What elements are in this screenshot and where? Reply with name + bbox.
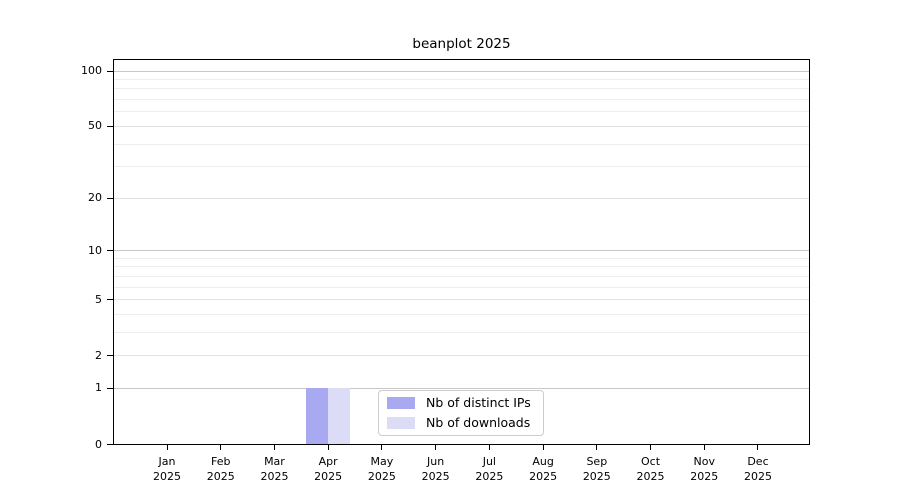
x-tick-month: Apr: [318, 455, 338, 468]
x-tick-label: Nov 2025: [678, 454, 730, 484]
x-tick-month: Jul: [482, 455, 496, 468]
x-tick-label: Mar 2025: [248, 454, 300, 484]
x-tick-mark: [220, 445, 222, 450]
y-tick-mark: [107, 387, 113, 389]
y-tick-label: 10: [88, 243, 102, 257]
y-tick-label: 5: [95, 292, 102, 306]
chart-title: beanplot 2025: [412, 36, 511, 52]
decade-gridline: [114, 387, 809, 389]
x-tick-month: May: [370, 455, 394, 468]
y-tick-label: 1: [95, 381, 102, 395]
x-tick-month: Jan: [158, 455, 176, 468]
minor-gridline: [114, 111, 809, 113]
x-tick-month: Mar: [264, 455, 285, 468]
x-tick-year: 2025: [206, 470, 235, 483]
x-tick-month: Oct: [641, 455, 661, 468]
x-tick-label: Aug 2025: [517, 454, 569, 484]
x-tick-month: Nov: [693, 455, 715, 468]
minor-gridline: [114, 166, 809, 168]
y-tick-mark: [107, 250, 113, 251]
y-tick-mark: [107, 299, 113, 301]
x-tick-year: 2025: [475, 470, 504, 483]
x-tick-mark: [435, 445, 437, 450]
y-tick-label: 0: [95, 437, 102, 451]
x-tick-label: Feb 2025: [195, 454, 247, 484]
y-tick-mark: [107, 197, 113, 199]
y-tick-mark: [107, 70, 113, 72]
x-tick-year: 2025: [582, 470, 611, 483]
minor-gridline: [114, 99, 809, 101]
x-tick-year: 2025: [367, 470, 396, 483]
x-tick-month: Sep: [586, 455, 608, 468]
minor-gridline: [114, 331, 809, 333]
x-tick-year: 2025: [690, 470, 719, 483]
y-tick-label: 50: [88, 119, 102, 133]
major-gridline: [114, 299, 809, 301]
y-tick-mark: [107, 444, 113, 445]
y-tick-mark: [107, 355, 113, 357]
bar-downloads: [328, 388, 351, 445]
x-tick-year: 2025: [314, 470, 343, 483]
bar-distinct-ips: [306, 388, 329, 445]
minor-gridline: [114, 88, 809, 90]
x-tick-mark: [488, 445, 490, 450]
y-tick-label: 100: [81, 64, 102, 78]
x-tick-year: 2025: [636, 470, 665, 483]
legend-swatch-downloads-icon: [387, 416, 415, 429]
x-tick-month: Aug: [532, 455, 554, 468]
x-tick-label: Jul 2025: [463, 454, 515, 484]
legend-label-downloads: Nb of downloads: [426, 414, 531, 430]
y-tick-mark: [107, 125, 113, 127]
major-gridline: [114, 197, 809, 199]
decade-gridline: [114, 250, 809, 251]
decade-gridline: [114, 70, 809, 72]
x-tick-month: Jun: [427, 455, 445, 468]
legend-label-distinct-ips: Nb of distinct IPs: [426, 395, 531, 411]
x-tick-label: Apr 2025: [302, 454, 354, 484]
x-tick-mark: [381, 445, 383, 450]
x-tick-label: Oct 2025: [625, 454, 677, 484]
minor-gridline: [114, 266, 809, 268]
legend-swatch-distinct-ips-icon: [387, 397, 415, 410]
legend: Nb of distinct IPs Nb of downloads: [378, 390, 544, 436]
x-tick-mark: [757, 445, 759, 450]
x-tick-label: May 2025: [356, 454, 408, 484]
x-tick-month: Feb: [210, 455, 231, 468]
x-tick-mark: [703, 445, 705, 450]
x-tick-year: 2025: [421, 470, 450, 483]
minor-gridline: [114, 257, 809, 259]
x-tick-mark: [596, 445, 598, 450]
x-tick-label: Sep 2025: [571, 454, 623, 484]
minor-gridline: [114, 275, 809, 277]
x-tick-mark: [542, 445, 544, 450]
legend-item-downloads: Nb of downloads: [387, 414, 535, 432]
x-tick-year: 2025: [153, 470, 181, 483]
minor-gridline: [114, 143, 809, 145]
x-tick-year: 2025: [743, 470, 772, 483]
x-tick-mark: [650, 445, 652, 450]
x-tick-label: Jan 2025: [141, 454, 193, 484]
minor-gridline: [114, 79, 809, 81]
x-tick-label: Dec 2025: [732, 454, 784, 484]
y-tick-label: 2: [95, 348, 102, 362]
x-tick-mark: [166, 445, 168, 450]
legend-item-distinct-ips: Nb of distinct IPs: [387, 394, 535, 412]
y-tick-label: 20: [88, 191, 102, 205]
x-tick-year: 2025: [260, 470, 289, 483]
major-gridline: [114, 355, 809, 357]
minor-gridline: [114, 286, 809, 288]
x-tick-mark: [327, 445, 329, 450]
x-tick-label: Jun 2025: [410, 454, 462, 484]
x-tick-year: 2025: [529, 470, 558, 483]
major-gridline: [114, 125, 809, 127]
x-tick-month: Dec: [747, 455, 769, 468]
minor-gridline: [114, 313, 809, 315]
x-tick-mark: [273, 445, 275, 450]
